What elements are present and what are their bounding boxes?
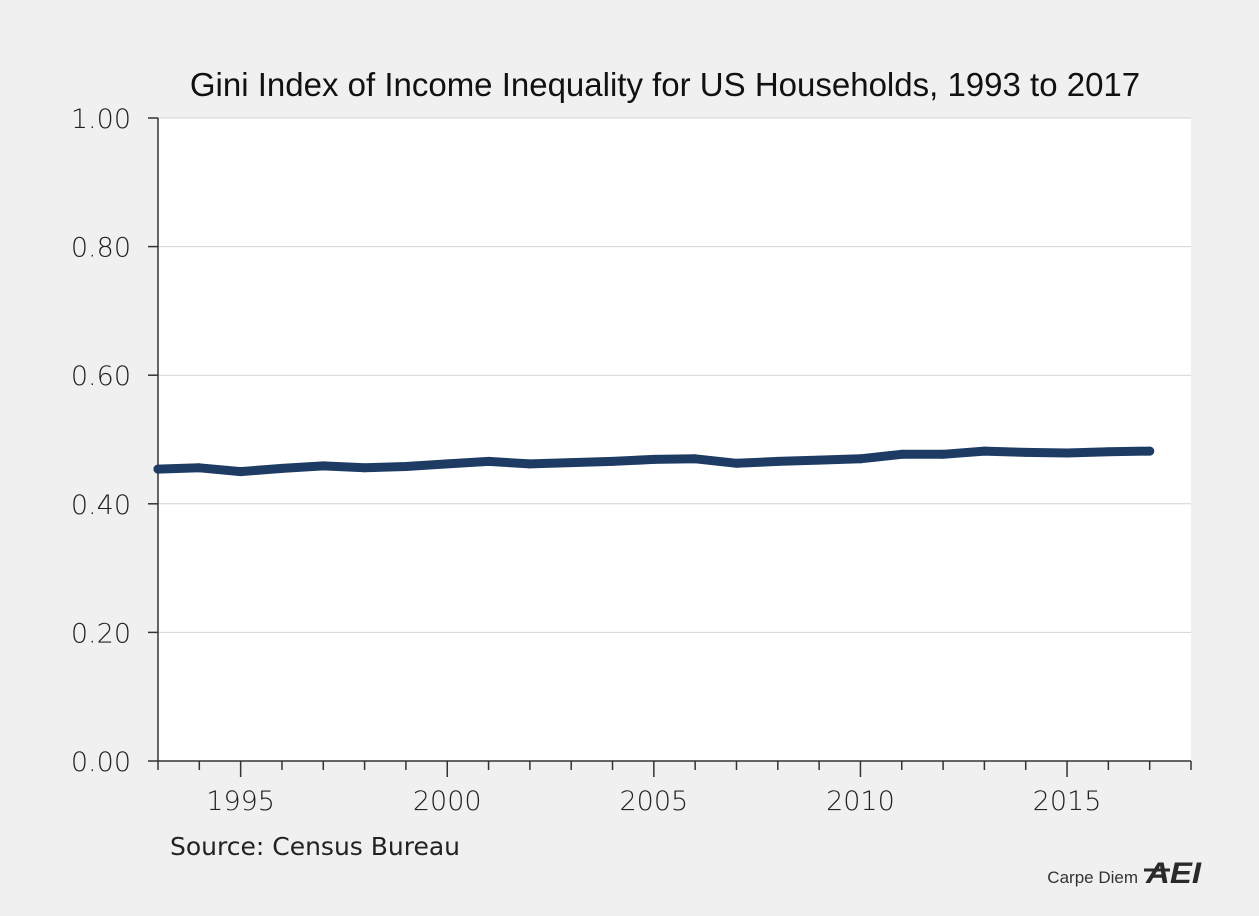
plot-area xyxy=(158,118,1191,761)
aei-logo-text: AEI xyxy=(1145,857,1202,890)
data-point xyxy=(484,456,494,466)
y-tick-label: 0.00 xyxy=(71,747,131,778)
data-point xyxy=(153,464,163,474)
data-point xyxy=(194,463,204,473)
data-point xyxy=(1103,447,1113,457)
data-point xyxy=(855,454,865,464)
data-point xyxy=(897,449,907,459)
data-point xyxy=(1021,447,1031,457)
data-point xyxy=(566,458,576,468)
data-point xyxy=(277,463,287,473)
data-point xyxy=(318,461,328,471)
data-point xyxy=(608,456,618,466)
y-tick-label: 0.60 xyxy=(71,361,131,392)
data-point xyxy=(731,458,741,468)
data-point xyxy=(401,462,411,472)
data-point xyxy=(979,446,989,456)
y-tick-label: 0.20 xyxy=(71,618,131,649)
source-note: Source: Census Bureau xyxy=(170,832,460,861)
x-tick-label: 2015 xyxy=(1033,786,1102,817)
y-tick-label: 0.80 xyxy=(71,233,131,264)
x-tick-label: 2000 xyxy=(413,786,482,817)
data-point xyxy=(360,463,370,473)
y-axis-ticks: 0.00 0.20 0.40 0.60 0.80 1.00 xyxy=(71,104,158,778)
y-tick-label: 1.00 xyxy=(71,104,131,135)
y-tick-label: 0.40 xyxy=(71,490,131,521)
data-point xyxy=(236,467,246,477)
aei-logo: AEI xyxy=(1144,857,1202,890)
axes xyxy=(157,118,1191,762)
chart-title: Gini Index of Income Inequality for US H… xyxy=(190,66,1140,103)
x-tick-label: 1995 xyxy=(206,786,275,817)
data-point xyxy=(1062,448,1072,458)
x-axis-ticks: 1995 2000 2005 2010 2015 xyxy=(157,761,1192,817)
data-point xyxy=(690,454,700,464)
brand: Carpe Diem AEI xyxy=(1047,857,1201,890)
data-point xyxy=(814,455,824,465)
gridlines xyxy=(158,117,1191,633)
series-layer xyxy=(153,446,1155,477)
data-point xyxy=(938,449,948,459)
x-tick-label: 2005 xyxy=(619,786,688,817)
brand-label: Carpe Diem xyxy=(1047,868,1138,887)
data-point xyxy=(1145,446,1155,456)
data-point xyxy=(525,459,535,469)
data-point xyxy=(773,456,783,466)
x-tick-label: 2010 xyxy=(826,786,895,817)
data-point xyxy=(442,459,452,469)
data-point xyxy=(649,454,659,464)
